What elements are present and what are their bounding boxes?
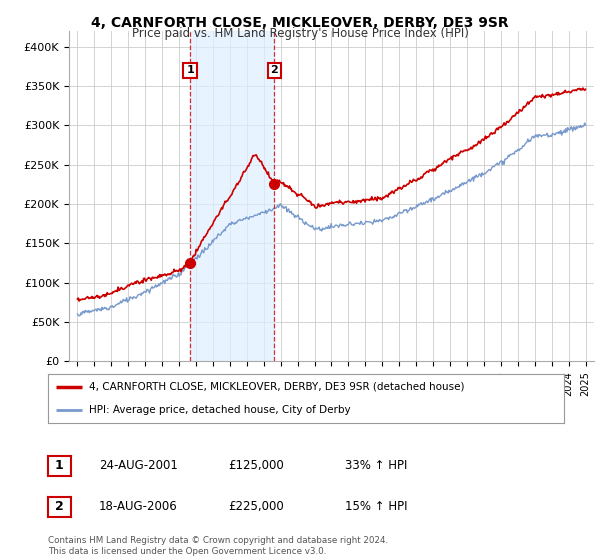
Text: 1: 1: [186, 66, 194, 76]
Bar: [190, 31, 274, 361]
Text: Contains HM Land Registry data © Crown copyright and database right 2024.
This d: Contains HM Land Registry data © Crown c…: [48, 536, 388, 556]
Text: £125,000: £125,000: [228, 459, 284, 473]
Text: 2: 2: [271, 66, 278, 76]
Text: 1: 1: [55, 459, 64, 473]
Text: 24-AUG-2001: 24-AUG-2001: [99, 459, 178, 473]
Text: 2: 2: [55, 500, 64, 514]
Text: 33% ↑ HPI: 33% ↑ HPI: [345, 459, 407, 473]
Text: 15% ↑ HPI: 15% ↑ HPI: [345, 500, 407, 514]
Text: 18-AUG-2006: 18-AUG-2006: [99, 500, 178, 514]
Text: Price paid vs. HM Land Registry's House Price Index (HPI): Price paid vs. HM Land Registry's House …: [131, 27, 469, 40]
Text: £225,000: £225,000: [228, 500, 284, 514]
Text: 4, CARNFORTH CLOSE, MICKLEOVER, DERBY, DE3 9SR: 4, CARNFORTH CLOSE, MICKLEOVER, DERBY, D…: [91, 16, 509, 30]
Text: HPI: Average price, detached house, City of Derby: HPI: Average price, detached house, City…: [89, 405, 351, 416]
Text: 4, CARNFORTH CLOSE, MICKLEOVER, DERBY, DE3 9SR (detached house): 4, CARNFORTH CLOSE, MICKLEOVER, DERBY, D…: [89, 382, 465, 392]
